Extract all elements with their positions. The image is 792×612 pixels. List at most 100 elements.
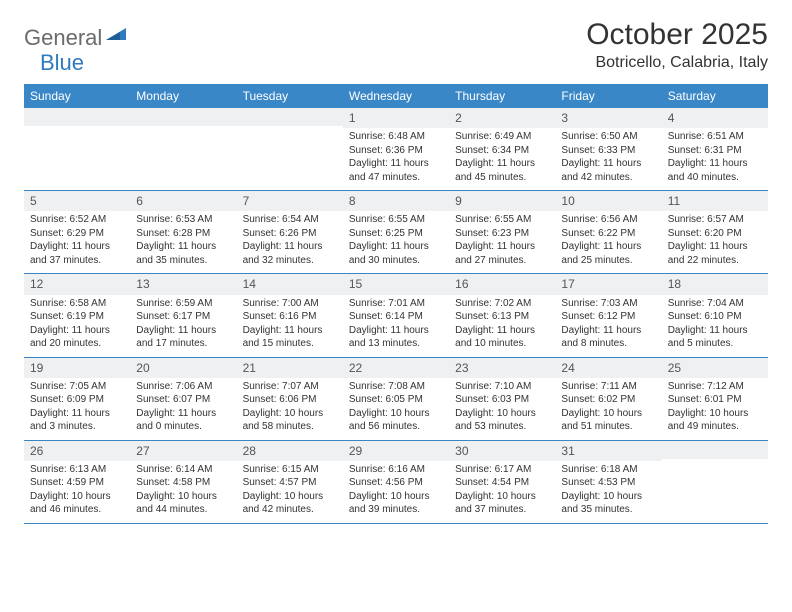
sunset-line: Sunset: 6:12 PM <box>561 310 655 324</box>
weekday-sunday: Sunday <box>24 84 130 108</box>
daylight-line: Daylight: 10 hours and 46 minutes. <box>30 490 124 517</box>
sunset-line: Sunset: 4:58 PM <box>136 476 230 490</box>
day-details: Sunrise: 6:57 AMSunset: 6:20 PMDaylight:… <box>662 211 768 273</box>
daylight-line: Daylight: 11 hours and 3 minutes. <box>30 407 124 434</box>
day-cell: 27Sunrise: 6:14 AMSunset: 4:58 PMDayligh… <box>130 441 236 523</box>
day-cell: 2Sunrise: 6:49 AMSunset: 6:34 PMDaylight… <box>449 108 555 190</box>
day-cell: 21Sunrise: 7:07 AMSunset: 6:06 PMDayligh… <box>237 358 343 440</box>
sunrise-line: Sunrise: 6:56 AM <box>561 213 655 227</box>
day-cell: 13Sunrise: 6:59 AMSunset: 6:17 PMDayligh… <box>130 274 236 356</box>
day-number: 30 <box>449 441 555 461</box>
sunset-line: Sunset: 6:34 PM <box>455 144 549 158</box>
day-cell: 10Sunrise: 6:56 AMSunset: 6:22 PMDayligh… <box>555 191 661 273</box>
day-number: 12 <box>24 274 130 294</box>
daylight-line: Daylight: 11 hours and 10 minutes. <box>455 324 549 351</box>
day-cell: 25Sunrise: 7:12 AMSunset: 6:01 PMDayligh… <box>662 358 768 440</box>
day-cell: 18Sunrise: 7:04 AMSunset: 6:10 PMDayligh… <box>662 274 768 356</box>
daylight-line: Daylight: 11 hours and 47 minutes. <box>349 157 443 184</box>
sunset-line: Sunset: 6:26 PM <box>243 227 337 241</box>
daylight-line: Daylight: 11 hours and 30 minutes. <box>349 240 443 267</box>
day-cell: 31Sunrise: 6:18 AMSunset: 4:53 PMDayligh… <box>555 441 661 523</box>
week-row: 1Sunrise: 6:48 AMSunset: 6:36 PMDaylight… <box>24 108 768 191</box>
sunrise-line: Sunrise: 6:51 AM <box>668 130 762 144</box>
weekday-friday: Friday <box>555 84 661 108</box>
daylight-line: Daylight: 11 hours and 13 minutes. <box>349 324 443 351</box>
weekday-header: SundayMondayTuesdayWednesdayThursdayFrid… <box>24 84 768 108</box>
day-details: Sunrise: 7:11 AMSunset: 6:02 PMDaylight:… <box>555 378 661 440</box>
sunset-line: Sunset: 4:53 PM <box>561 476 655 490</box>
week-row: 5Sunrise: 6:52 AMSunset: 6:29 PMDaylight… <box>24 191 768 274</box>
day-number: 2 <box>449 108 555 128</box>
day-details: Sunrise: 7:05 AMSunset: 6:09 PMDaylight:… <box>24 378 130 440</box>
day-details: Sunrise: 6:18 AMSunset: 4:53 PMDaylight:… <box>555 461 661 523</box>
sunrise-line: Sunrise: 7:08 AM <box>349 380 443 394</box>
day-cell: 22Sunrise: 7:08 AMSunset: 6:05 PMDayligh… <box>343 358 449 440</box>
day-cell: 26Sunrise: 6:13 AMSunset: 4:59 PMDayligh… <box>24 441 130 523</box>
day-details: Sunrise: 6:55 AMSunset: 6:23 PMDaylight:… <box>449 211 555 273</box>
sunset-line: Sunset: 6:25 PM <box>349 227 443 241</box>
sunrise-line: Sunrise: 6:54 AM <box>243 213 337 227</box>
day-cell: 24Sunrise: 7:11 AMSunset: 6:02 PMDayligh… <box>555 358 661 440</box>
sunset-line: Sunset: 6:10 PM <box>668 310 762 324</box>
day-details: Sunrise: 6:58 AMSunset: 6:19 PMDaylight:… <box>24 295 130 357</box>
day-details: Sunrise: 6:52 AMSunset: 6:29 PMDaylight:… <box>24 211 130 273</box>
day-number: 31 <box>555 441 661 461</box>
day-cell: 9Sunrise: 6:55 AMSunset: 6:23 PMDaylight… <box>449 191 555 273</box>
sunset-line: Sunset: 6:14 PM <box>349 310 443 324</box>
day-cell: 28Sunrise: 6:15 AMSunset: 4:57 PMDayligh… <box>237 441 343 523</box>
sunset-line: Sunset: 6:19 PM <box>30 310 124 324</box>
sunrise-line: Sunrise: 7:12 AM <box>668 380 762 394</box>
sunrise-line: Sunrise: 7:06 AM <box>136 380 230 394</box>
day-details: Sunrise: 7:01 AMSunset: 6:14 PMDaylight:… <box>343 295 449 357</box>
day-number: 29 <box>343 441 449 461</box>
calendar: SundayMondayTuesdayWednesdayThursdayFrid… <box>24 84 768 524</box>
day-cell: 14Sunrise: 7:00 AMSunset: 6:16 PMDayligh… <box>237 274 343 356</box>
sunset-line: Sunset: 6:22 PM <box>561 227 655 241</box>
logo: General <box>24 18 128 51</box>
day-details: Sunrise: 7:12 AMSunset: 6:01 PMDaylight:… <box>662 378 768 440</box>
sunrise-line: Sunrise: 7:07 AM <box>243 380 337 394</box>
day-details: Sunrise: 6:59 AMSunset: 6:17 PMDaylight:… <box>130 295 236 357</box>
day-cell: 11Sunrise: 6:57 AMSunset: 6:20 PMDayligh… <box>662 191 768 273</box>
sunset-line: Sunset: 6:36 PM <box>349 144 443 158</box>
sunrise-line: Sunrise: 6:16 AM <box>349 463 443 477</box>
empty-cell <box>24 108 130 190</box>
daylight-line: Daylight: 11 hours and 42 minutes. <box>561 157 655 184</box>
day-details: Sunrise: 6:53 AMSunset: 6:28 PMDaylight:… <box>130 211 236 273</box>
sunrise-line: Sunrise: 7:00 AM <box>243 297 337 311</box>
empty-cell <box>237 108 343 190</box>
day-cell: 19Sunrise: 7:05 AMSunset: 6:09 PMDayligh… <box>24 358 130 440</box>
sunrise-line: Sunrise: 6:55 AM <box>349 213 443 227</box>
sunset-line: Sunset: 6:29 PM <box>30 227 124 241</box>
sunset-line: Sunset: 6:09 PM <box>30 393 124 407</box>
day-number: 24 <box>555 358 661 378</box>
weekday-tuesday: Tuesday <box>237 84 343 108</box>
day-number: 1 <box>343 108 449 128</box>
day-number <box>237 108 343 126</box>
sunrise-line: Sunrise: 6:17 AM <box>455 463 549 477</box>
day-cell: 1Sunrise: 6:48 AMSunset: 6:36 PMDaylight… <box>343 108 449 190</box>
weekday-monday: Monday <box>130 84 236 108</box>
month-title: October 2025 <box>586 18 768 52</box>
day-details: Sunrise: 6:48 AMSunset: 6:36 PMDaylight:… <box>343 128 449 190</box>
day-number <box>662 441 768 459</box>
day-details: Sunrise: 6:51 AMSunset: 6:31 PMDaylight:… <box>662 128 768 190</box>
day-details: Sunrise: 7:08 AMSunset: 6:05 PMDaylight:… <box>343 378 449 440</box>
day-number: 10 <box>555 191 661 211</box>
day-number: 6 <box>130 191 236 211</box>
day-details: Sunrise: 6:56 AMSunset: 6:22 PMDaylight:… <box>555 211 661 273</box>
day-number: 13 <box>130 274 236 294</box>
sunrise-line: Sunrise: 6:58 AM <box>30 297 124 311</box>
daylight-line: Daylight: 11 hours and 37 minutes. <box>30 240 124 267</box>
day-details: Sunrise: 6:13 AMSunset: 4:59 PMDaylight:… <box>24 461 130 523</box>
sunset-line: Sunset: 6:05 PM <box>349 393 443 407</box>
sunrise-line: Sunrise: 7:10 AM <box>455 380 549 394</box>
title-block: October 2025 Botricello, Calabria, Italy <box>586 18 768 72</box>
day-cell: 3Sunrise: 6:50 AMSunset: 6:33 PMDaylight… <box>555 108 661 190</box>
sunrise-line: Sunrise: 6:50 AM <box>561 130 655 144</box>
day-cell: 30Sunrise: 6:17 AMSunset: 4:54 PMDayligh… <box>449 441 555 523</box>
sunrise-line: Sunrise: 6:57 AM <box>668 213 762 227</box>
daylight-line: Daylight: 11 hours and 8 minutes. <box>561 324 655 351</box>
sunset-line: Sunset: 6:16 PM <box>243 310 337 324</box>
daylight-line: Daylight: 10 hours and 35 minutes. <box>561 490 655 517</box>
